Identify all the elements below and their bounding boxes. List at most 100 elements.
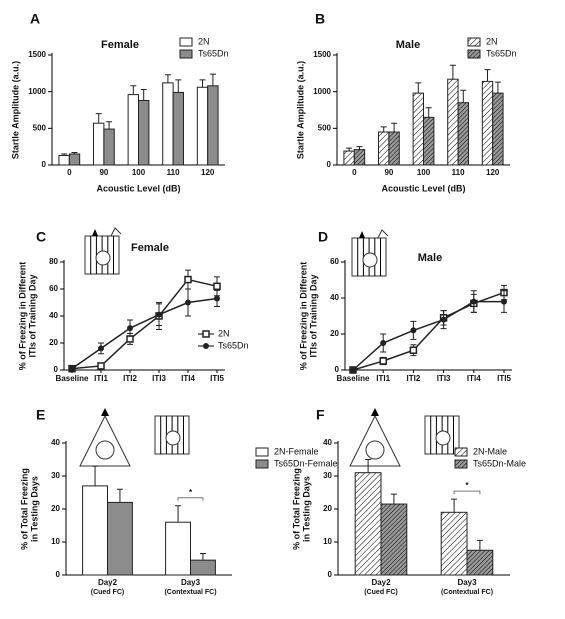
y-tick-label: 30 <box>51 471 60 480</box>
line <box>71 278 218 370</box>
icon <box>79 408 190 467</box>
panel-letter: E <box>36 407 45 423</box>
error-bar <box>164 74 171 83</box>
marker <box>156 311 162 318</box>
y-axis-label: % of Freezing in Different <box>17 262 27 371</box>
x-tick-note: (Cued FC) <box>91 589 124 596</box>
x-tick-label: 100 <box>132 168 146 177</box>
y-tick-label: 60 <box>330 257 339 266</box>
y-tick-label: 20 <box>49 338 58 347</box>
error-bar <box>209 73 216 86</box>
marker <box>69 365 75 372</box>
bar <box>388 131 400 166</box>
x-tick-label: ITI5 <box>210 374 224 383</box>
marker <box>203 343 209 349</box>
y-tick-label: 40 <box>49 311 58 320</box>
error-bar <box>175 505 182 523</box>
significance-label: * <box>465 481 469 490</box>
panel-letter: C <box>36 229 46 245</box>
x-tick-label: 120 <box>201 168 215 177</box>
significance-bracket <box>453 490 481 495</box>
marker <box>202 330 210 338</box>
marker <box>126 335 134 343</box>
error-bar <box>140 88 147 101</box>
bar <box>378 131 390 166</box>
y-tick-label: 500 <box>33 123 47 132</box>
mouse <box>95 440 115 460</box>
x-tick-label: 110 <box>167 168 180 177</box>
bar <box>492 92 504 166</box>
chart-title: Male <box>418 252 442 264</box>
error-bar <box>175 79 182 93</box>
error-bar <box>415 82 422 94</box>
legend-label: 2N <box>486 36 498 46</box>
y-axis-label: Startle Amplitude (a.u.) <box>10 61 20 159</box>
speaker <box>101 408 109 416</box>
legend-swatch <box>454 447 468 457</box>
x-tick-note: (Contextual FC) <box>441 589 493 596</box>
bar <box>196 86 209 166</box>
x-tick-note: (Cued FC) <box>364 589 397 596</box>
y-tick-label: 20 <box>323 504 332 513</box>
y-tick-label: 40 <box>51 438 60 447</box>
y-tick-label: 0 <box>42 160 47 169</box>
x-tick-label: ITI2 <box>123 374 137 383</box>
bar <box>58 154 70 166</box>
legend-label: Ts65Dn <box>198 48 229 58</box>
bar <box>354 472 382 576</box>
x-axis-label: Acoustic Level (dB) <box>381 183 465 193</box>
marker <box>410 327 417 334</box>
bar <box>481 80 494 166</box>
x-tick-label: 110 <box>452 168 465 177</box>
legend-label: 2N-Male <box>473 446 507 456</box>
error-bar <box>92 465 99 486</box>
marker <box>97 362 105 370</box>
bar <box>103 128 115 166</box>
error-bar <box>116 488 123 503</box>
y-tick-label: 10 <box>51 537 60 546</box>
x-tick-label: ITI3 <box>437 374 451 383</box>
legend-swatch <box>255 459 269 469</box>
mouse <box>362 252 378 268</box>
bar <box>93 122 105 166</box>
y-tick-label: 60 <box>49 284 58 293</box>
bar <box>343 150 355 166</box>
x-tick-label: 120 <box>486 168 500 177</box>
mouse <box>435 430 451 446</box>
legend-label: 2N <box>218 328 230 338</box>
icon <box>351 229 389 277</box>
legend-label: Ts65Dn <box>218 340 249 350</box>
marker <box>98 345 104 352</box>
legend-swatch <box>179 49 193 59</box>
y-axis-label: % of Freezing in Different <box>298 262 308 371</box>
x-tick-label: Baseline <box>337 374 370 383</box>
significance-bracket <box>177 497 204 501</box>
legend-swatch <box>255 447 269 457</box>
error-bar <box>460 89 467 103</box>
marker <box>470 298 477 305</box>
error-bar <box>484 69 491 82</box>
bar <box>172 91 184 166</box>
y-tick-label: 10 <box>323 537 332 546</box>
x-tick-label: 100 <box>417 168 431 177</box>
x-tick-label: Baseline <box>56 374 89 383</box>
bar <box>423 116 435 166</box>
panel-letter: B <box>315 11 325 27</box>
error-bar <box>476 539 483 551</box>
y-axis-label: % of Total Freezing <box>291 468 301 550</box>
legend-label: Ts65Dn <box>486 48 517 58</box>
significance-label: * <box>189 488 193 497</box>
y-axis-label: in Testing Days <box>29 476 39 542</box>
axis <box>63 260 225 371</box>
y-tick-label: 1500 <box>28 50 46 59</box>
x-tick-label: 0 <box>352 168 357 177</box>
x-tick-label: ITI1 <box>94 374 108 383</box>
bar <box>107 501 133 576</box>
y-tick-label: 0 <box>54 365 59 374</box>
y-tick-label: 0 <box>327 160 332 169</box>
x-tick-label: ITI4 <box>181 374 195 383</box>
bar <box>138 99 150 166</box>
y-axis-label: ITIs of Training Day <box>308 274 318 357</box>
marker <box>379 357 387 365</box>
legend-swatch <box>467 49 481 59</box>
